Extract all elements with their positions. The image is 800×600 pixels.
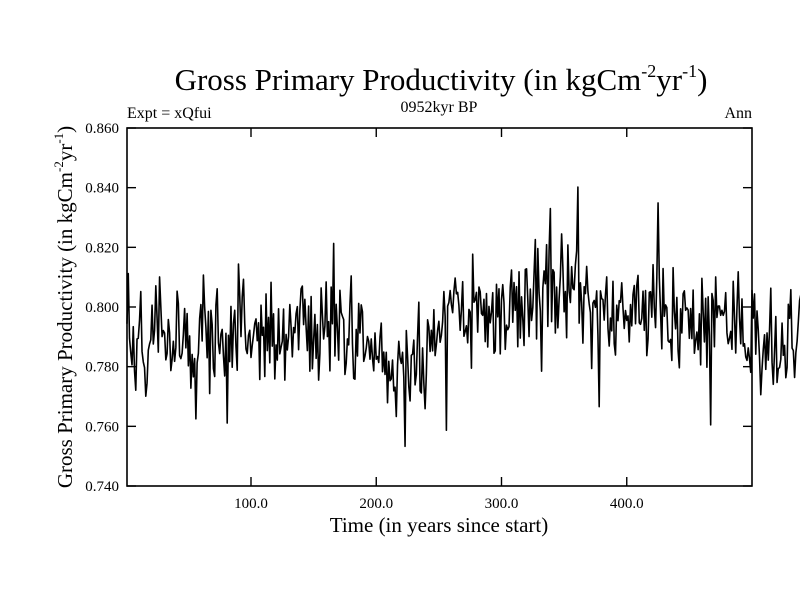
plot-frame — [126, 127, 753, 487]
x-tick-label: 100.0 — [234, 496, 268, 512]
y-tick-label: 0.740 — [85, 479, 119, 495]
x-tick-label: 200.0 — [359, 496, 393, 512]
y-tick-label: 0.760 — [85, 419, 119, 435]
y-tick-label: 0.820 — [85, 240, 119, 256]
y-tick-label: 0.840 — [85, 181, 119, 197]
series-line-gpp — [126, 186, 800, 448]
y-axis-label: Gross Primary Productivity (in kgCm-2yr-… — [51, 126, 77, 488]
x-tick-label: 300.0 — [485, 496, 519, 512]
y-tick-label: 0.800 — [85, 300, 119, 316]
period-label: 0952kyr BP — [401, 99, 478, 116]
chart-title: Gross Primary Productivity (in kgCm-2yr-… — [175, 61, 708, 97]
y-tick-label: 0.780 — [85, 360, 119, 376]
x-axis-ticks: 100.0 200.0 300.0 400.0 — [234, 128, 644, 512]
y-tick-label: 0.860 — [85, 121, 119, 137]
experiment-label: Expt = xQfui — [127, 105, 212, 122]
season-label: Ann — [724, 105, 752, 122]
x-tick-label: 400.0 — [610, 496, 644, 512]
x-axis-label: Time (in years since start) — [330, 513, 549, 537]
